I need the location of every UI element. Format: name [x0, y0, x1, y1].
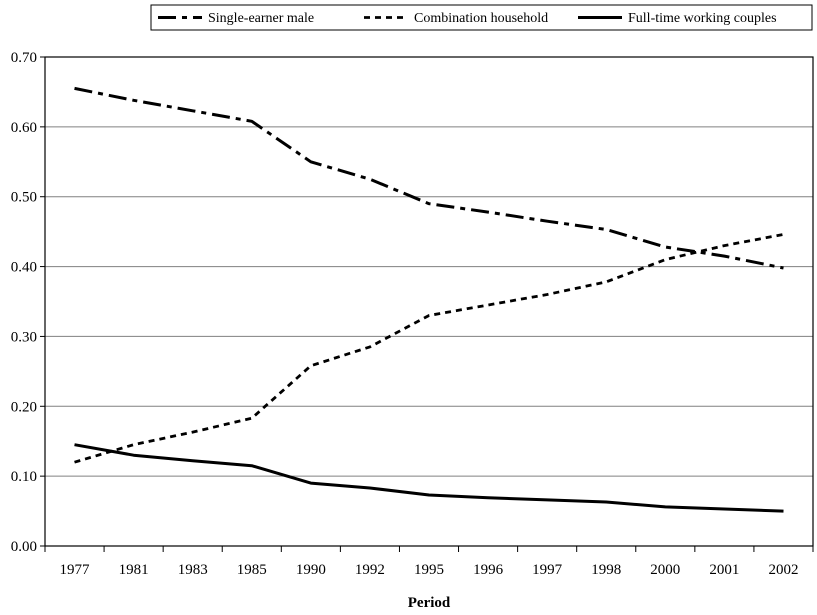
x-tick-label: 1995 [414, 562, 444, 578]
legend-box [150, 4, 813, 31]
x-tick-label: 1992 [355, 562, 385, 578]
x-tick-label: 1990 [296, 562, 326, 578]
gridlines [45, 126, 813, 477]
y-tick-label: 0.10 [11, 469, 37, 485]
y-tick-label: 0.50 [11, 190, 37, 206]
series-line-full-time-working-couples [74, 443, 784, 513]
x-tick-label: 2001 [709, 562, 739, 578]
x-tick-label: 1996 [473, 562, 504, 578]
x-tick-label: 1981 [119, 562, 149, 578]
y-axis: 0.00 0.10 0.20 0.30 0.40 0.50 0.60 0.70 [11, 50, 45, 555]
y-tick-label: 0.40 [11, 260, 37, 276]
legend-label: Single-earner male [208, 11, 314, 26]
y-tick-label: 0.20 [11, 399, 37, 415]
series-line-single-earner-male [74, 86, 784, 270]
x-tick-label: 1983 [178, 562, 208, 578]
x-tick-label: 1998 [591, 562, 621, 578]
legend: Single-earner male Combination household F… [150, 4, 813, 31]
plot-area [44, 56, 814, 547]
legend-label: Full-time working couples [628, 11, 777, 26]
x-axis-title: Period [408, 595, 451, 611]
y-tick-label: 0.00 [11, 539, 37, 555]
x-axis: 1977 1981 1983 1985 1990 1992 1995 1996 1997 1998… [44, 546, 814, 578]
series-lines [74, 86, 784, 513]
x-tick-label: 1997 [532, 562, 563, 578]
y-tick-label: 0.70 [11, 50, 37, 66]
x-tick-label: 1977 [60, 562, 91, 578]
y-tick-label: 0.30 [11, 329, 37, 345]
x-tick-label: 2002 [768, 562, 798, 578]
series-line-combination-household [74, 233, 784, 464]
x-tick-label: 1985 [237, 562, 267, 578]
x-tick-label: 2000 [650, 562, 680, 578]
y-tick-label: 0.60 [11, 120, 37, 136]
legend-label: Combination household [414, 11, 548, 26]
